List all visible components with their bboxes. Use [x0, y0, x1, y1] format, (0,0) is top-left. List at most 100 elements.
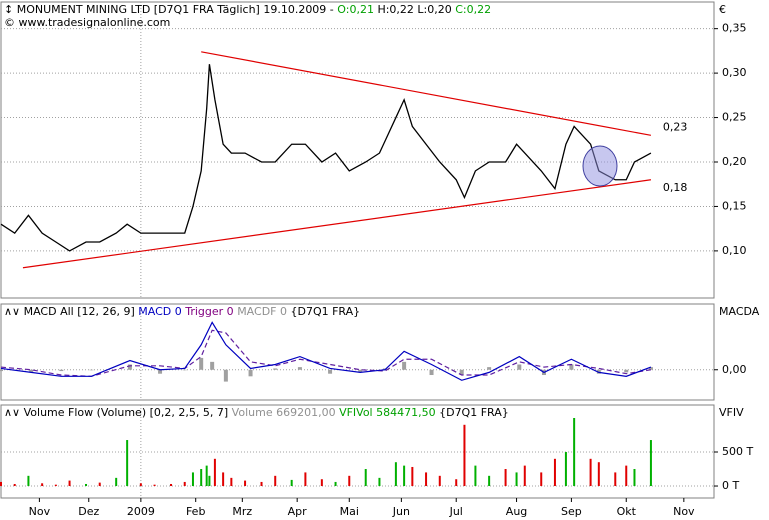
volume-bar [425, 472, 428, 487]
x-tick-label: Nov [29, 505, 51, 518]
volume-bar [115, 477, 118, 487]
histogram-bar [402, 361, 407, 370]
volume-bar [540, 472, 543, 487]
header-part: Trigger 0 [184, 305, 237, 318]
header-part: MACDF 0 [237, 305, 290, 318]
y-tick-label: 0,35 [722, 22, 747, 35]
header-part: O:0,21 [337, 3, 377, 16]
header-part: MACD 0 [138, 305, 185, 318]
y-tick-label: 0,30 [722, 66, 747, 79]
y-tick-label: 0 T [722, 479, 739, 492]
x-tick-label: Jul [449, 505, 463, 518]
y-tick-label: 0,15 [722, 199, 747, 212]
y-tick-label: 0,00 [722, 363, 747, 376]
volume-bar [260, 481, 263, 487]
x-tick-label: Dez [78, 505, 99, 518]
histogram-bar [624, 369, 629, 373]
header-part: {D7Q1 FRA} [290, 305, 360, 318]
volume-bar [213, 458, 216, 487]
volume-bar [403, 465, 406, 487]
histogram-bar [248, 369, 253, 377]
volume-bar [85, 483, 88, 487]
histogram-bar [328, 369, 333, 374]
x-tick-label: Sep [561, 505, 582, 518]
y-tick-label: 0,25 [722, 111, 747, 124]
histogram-bar [182, 369, 187, 371]
volume-bar [348, 475, 351, 487]
volume-bar [0, 481, 2, 487]
y-tick-label: 500 T [722, 445, 753, 458]
x-tick-label: Apr [288, 505, 308, 518]
histogram-bar [517, 364, 522, 370]
volume-bar [589, 458, 592, 487]
x-tick-label: Mai [340, 505, 359, 518]
volume-bar [488, 475, 491, 487]
volume-bar [27, 475, 30, 487]
histogram-bar [59, 369, 64, 372]
volume-bar [153, 484, 156, 487]
trendline-label: 0,18 [663, 181, 688, 194]
volume-bar [41, 483, 44, 487]
histogram-bar [569, 364, 574, 370]
volume-bar [68, 480, 71, 487]
volume-bar [411, 466, 414, 487]
subtitle: © www.tradesignalonline.com [4, 16, 170, 29]
histogram-bar [358, 369, 363, 373]
header-part: MACD All [12, 26, 9] [24, 305, 139, 318]
volume-bar [290, 479, 293, 487]
header-part: MONUMENT MINING LTD [D7Q1 FRA Täglich] 1… [17, 3, 338, 16]
panel-header: ∧∨ Volume Flow (Volume) [0,2, 2,5, 5, 7]… [4, 406, 509, 419]
y-tick-label: 0,20 [722, 155, 747, 168]
panel-frame [0, 1, 715, 299]
x-tick-label: 2009 [127, 505, 155, 518]
histogram-bar [273, 368, 278, 370]
histogram-bar [429, 369, 434, 376]
histogram-bar [487, 367, 492, 370]
volume-bar [463, 424, 466, 487]
volume-bar [205, 465, 208, 487]
volume-bar [98, 482, 101, 487]
volume-bar [438, 475, 441, 487]
histogram-bar [199, 357, 204, 370]
volume-bar [573, 417, 576, 487]
header-part: H:0,22 [377, 3, 417, 16]
volume-bar [553, 458, 556, 487]
header-part: Volume Flow (Volume) [0,2, 2,5, 5, 7] [24, 406, 232, 419]
trendline-label: 0,23 [663, 120, 688, 133]
histogram-bar [459, 369, 464, 376]
volume-bar [597, 462, 600, 487]
y-tick-label: 0,10 [722, 244, 747, 257]
histogram-bar [89, 369, 94, 371]
x-tick-label: Okt [617, 505, 637, 518]
histogram-bar [127, 364, 132, 370]
volume-bar [504, 469, 507, 487]
x-tick-label: Aug [506, 505, 527, 518]
x-tick-label: Nov [673, 505, 695, 518]
volume-bar [139, 483, 142, 487]
volume-bar [474, 465, 477, 487]
volume-bar [625, 465, 628, 487]
volume-bar [244, 480, 247, 487]
trendline [201, 51, 652, 136]
volume-bar [564, 452, 567, 487]
volume-bar [191, 472, 194, 487]
volume-bar [222, 472, 225, 487]
volume-bar [394, 462, 397, 487]
x-tick-label: Mrz [232, 505, 252, 518]
volume-bar [649, 440, 652, 487]
volume-bar [126, 440, 129, 487]
panel-frame [0, 404, 715, 499]
macd-line [0, 321, 652, 381]
volume-bar [183, 481, 186, 487]
histogram-bar [297, 367, 302, 370]
volume-bar [364, 469, 367, 487]
axis-label: MACDA [719, 305, 760, 318]
volume-bar [230, 477, 233, 487]
trendline [22, 179, 652, 269]
volume-bar [633, 469, 636, 487]
panel-frame [0, 303, 715, 401]
volume-bar [208, 475, 211, 487]
panel-header: ∧∨ MACD All [12, 26, 9] MACD 0 Trigger 0… [4, 305, 360, 318]
